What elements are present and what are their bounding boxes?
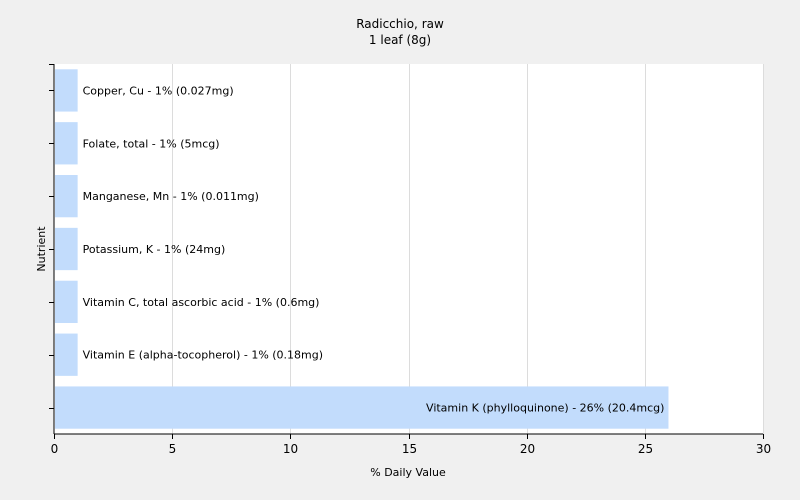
chart-title: Radicchio, raw [356,17,444,31]
bar-data-label: Copper, Cu - 1% (0.027mg) [83,84,234,97]
bar [55,386,669,429]
bar-data-label: Vitamin E (alpha-tocopherol) - 1% (0.18m… [83,349,323,362]
x-tick-label: 25 [638,442,653,456]
bar-data-label: Potassium, K - 1% (24mg) [83,243,226,256]
bar [55,227,78,271]
x-tick-label: 20 [520,442,535,456]
x-tick-label: 15 [402,442,417,456]
bar [55,175,78,218]
x-tick-label: 30 [756,442,771,456]
bar [55,122,78,165]
bar-data-label: Vitamin K (phylloquinone) - 26% (20.4mcg… [426,402,664,415]
x-tick-label: 10 [283,442,298,456]
chart-subtitle: 1 leaf (8g) [369,33,431,47]
bar [55,280,78,323]
bar [55,333,78,376]
x-tick-label: 5 [169,442,177,456]
bars: Copper, Cu - 1% (0.027mg) Folate, total -… [55,69,669,429]
bar [55,69,78,112]
bar-data-label: Manganese, Mn - 1% (0.011mg) [83,190,259,203]
y-axis-title: Nutrient [35,226,48,272]
x-tick-label: 0 [51,442,59,456]
bar-data-label: Folate, total - 1% (5mcg) [83,137,220,150]
axes: 0 5 10 15 20 25 30 [49,64,771,456]
grid-lines [172,64,764,434]
bar-data-label: Vitamin C, total ascorbic acid - 1% (0.6… [83,296,320,309]
x-axis-title: % Daily Value [370,466,446,479]
